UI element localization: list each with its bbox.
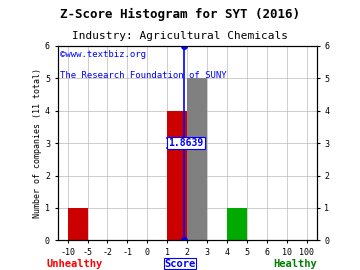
Text: Score: Score [165,259,195,269]
Bar [187,78,207,240]
Y-axis label: Number of companies (11 total): Number of companies (11 total) [33,68,42,218]
Text: Industry: Agricultural Chemicals: Industry: Agricultural Chemicals [72,31,288,41]
Text: 1.8639: 1.8639 [168,138,203,148]
Bar [227,208,247,240]
Bar [68,208,87,240]
Text: Healthy: Healthy [273,259,317,269]
Text: The Research Foundation of SUNY: The Research Foundation of SUNY [60,71,227,80]
Text: Unhealthy: Unhealthy [47,259,103,269]
Text: ©www.textbiz.org: ©www.textbiz.org [60,50,146,59]
Text: Z-Score Histogram for SYT (2016): Z-Score Histogram for SYT (2016) [60,8,300,21]
Bar [167,111,187,240]
